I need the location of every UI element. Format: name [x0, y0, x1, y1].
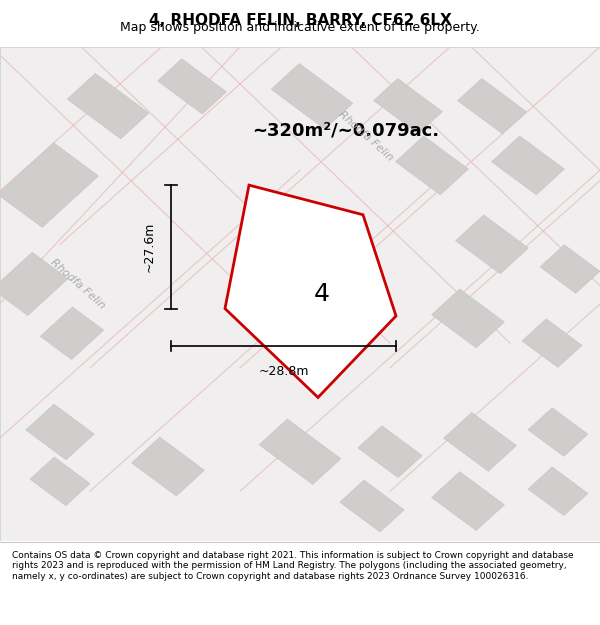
- Polygon shape: [431, 472, 505, 531]
- Polygon shape: [30, 457, 90, 506]
- Polygon shape: [259, 419, 341, 484]
- Text: Rhodfa Felin: Rhodfa Felin: [337, 109, 395, 162]
- Polygon shape: [26, 404, 94, 460]
- Text: Map shows position and indicative extent of the property.: Map shows position and indicative extent…: [120, 21, 480, 34]
- Polygon shape: [67, 74, 149, 139]
- Polygon shape: [158, 59, 226, 114]
- Text: ~320m²/~0.079ac.: ~320m²/~0.079ac.: [252, 122, 439, 140]
- Text: Contains OS data © Crown copyright and database right 2021. This information is : Contains OS data © Crown copyright and d…: [12, 551, 574, 581]
- Polygon shape: [443, 412, 517, 471]
- Polygon shape: [528, 467, 588, 516]
- Polygon shape: [522, 319, 582, 368]
- Polygon shape: [455, 215, 529, 274]
- Polygon shape: [374, 79, 442, 134]
- Text: ~27.6m: ~27.6m: [143, 222, 156, 272]
- Polygon shape: [395, 136, 469, 195]
- Polygon shape: [0, 143, 98, 228]
- Polygon shape: [340, 480, 404, 532]
- Text: Rhodfa Felin: Rhodfa Felin: [49, 257, 107, 311]
- Text: 4, RHODFA FELIN, BARRY, CF62 6LX: 4, RHODFA FELIN, BARRY, CF62 6LX: [149, 13, 451, 28]
- Polygon shape: [358, 426, 422, 478]
- Polygon shape: [528, 408, 588, 456]
- Polygon shape: [431, 289, 505, 348]
- Polygon shape: [540, 245, 600, 293]
- Polygon shape: [271, 64, 353, 129]
- Text: 4: 4: [314, 282, 330, 306]
- Polygon shape: [40, 307, 104, 359]
- Polygon shape: [131, 438, 205, 496]
- Polygon shape: [225, 185, 396, 398]
- Text: ~28.8m: ~28.8m: [258, 366, 309, 378]
- Polygon shape: [0, 253, 68, 316]
- Polygon shape: [458, 79, 526, 134]
- Polygon shape: [491, 136, 565, 195]
